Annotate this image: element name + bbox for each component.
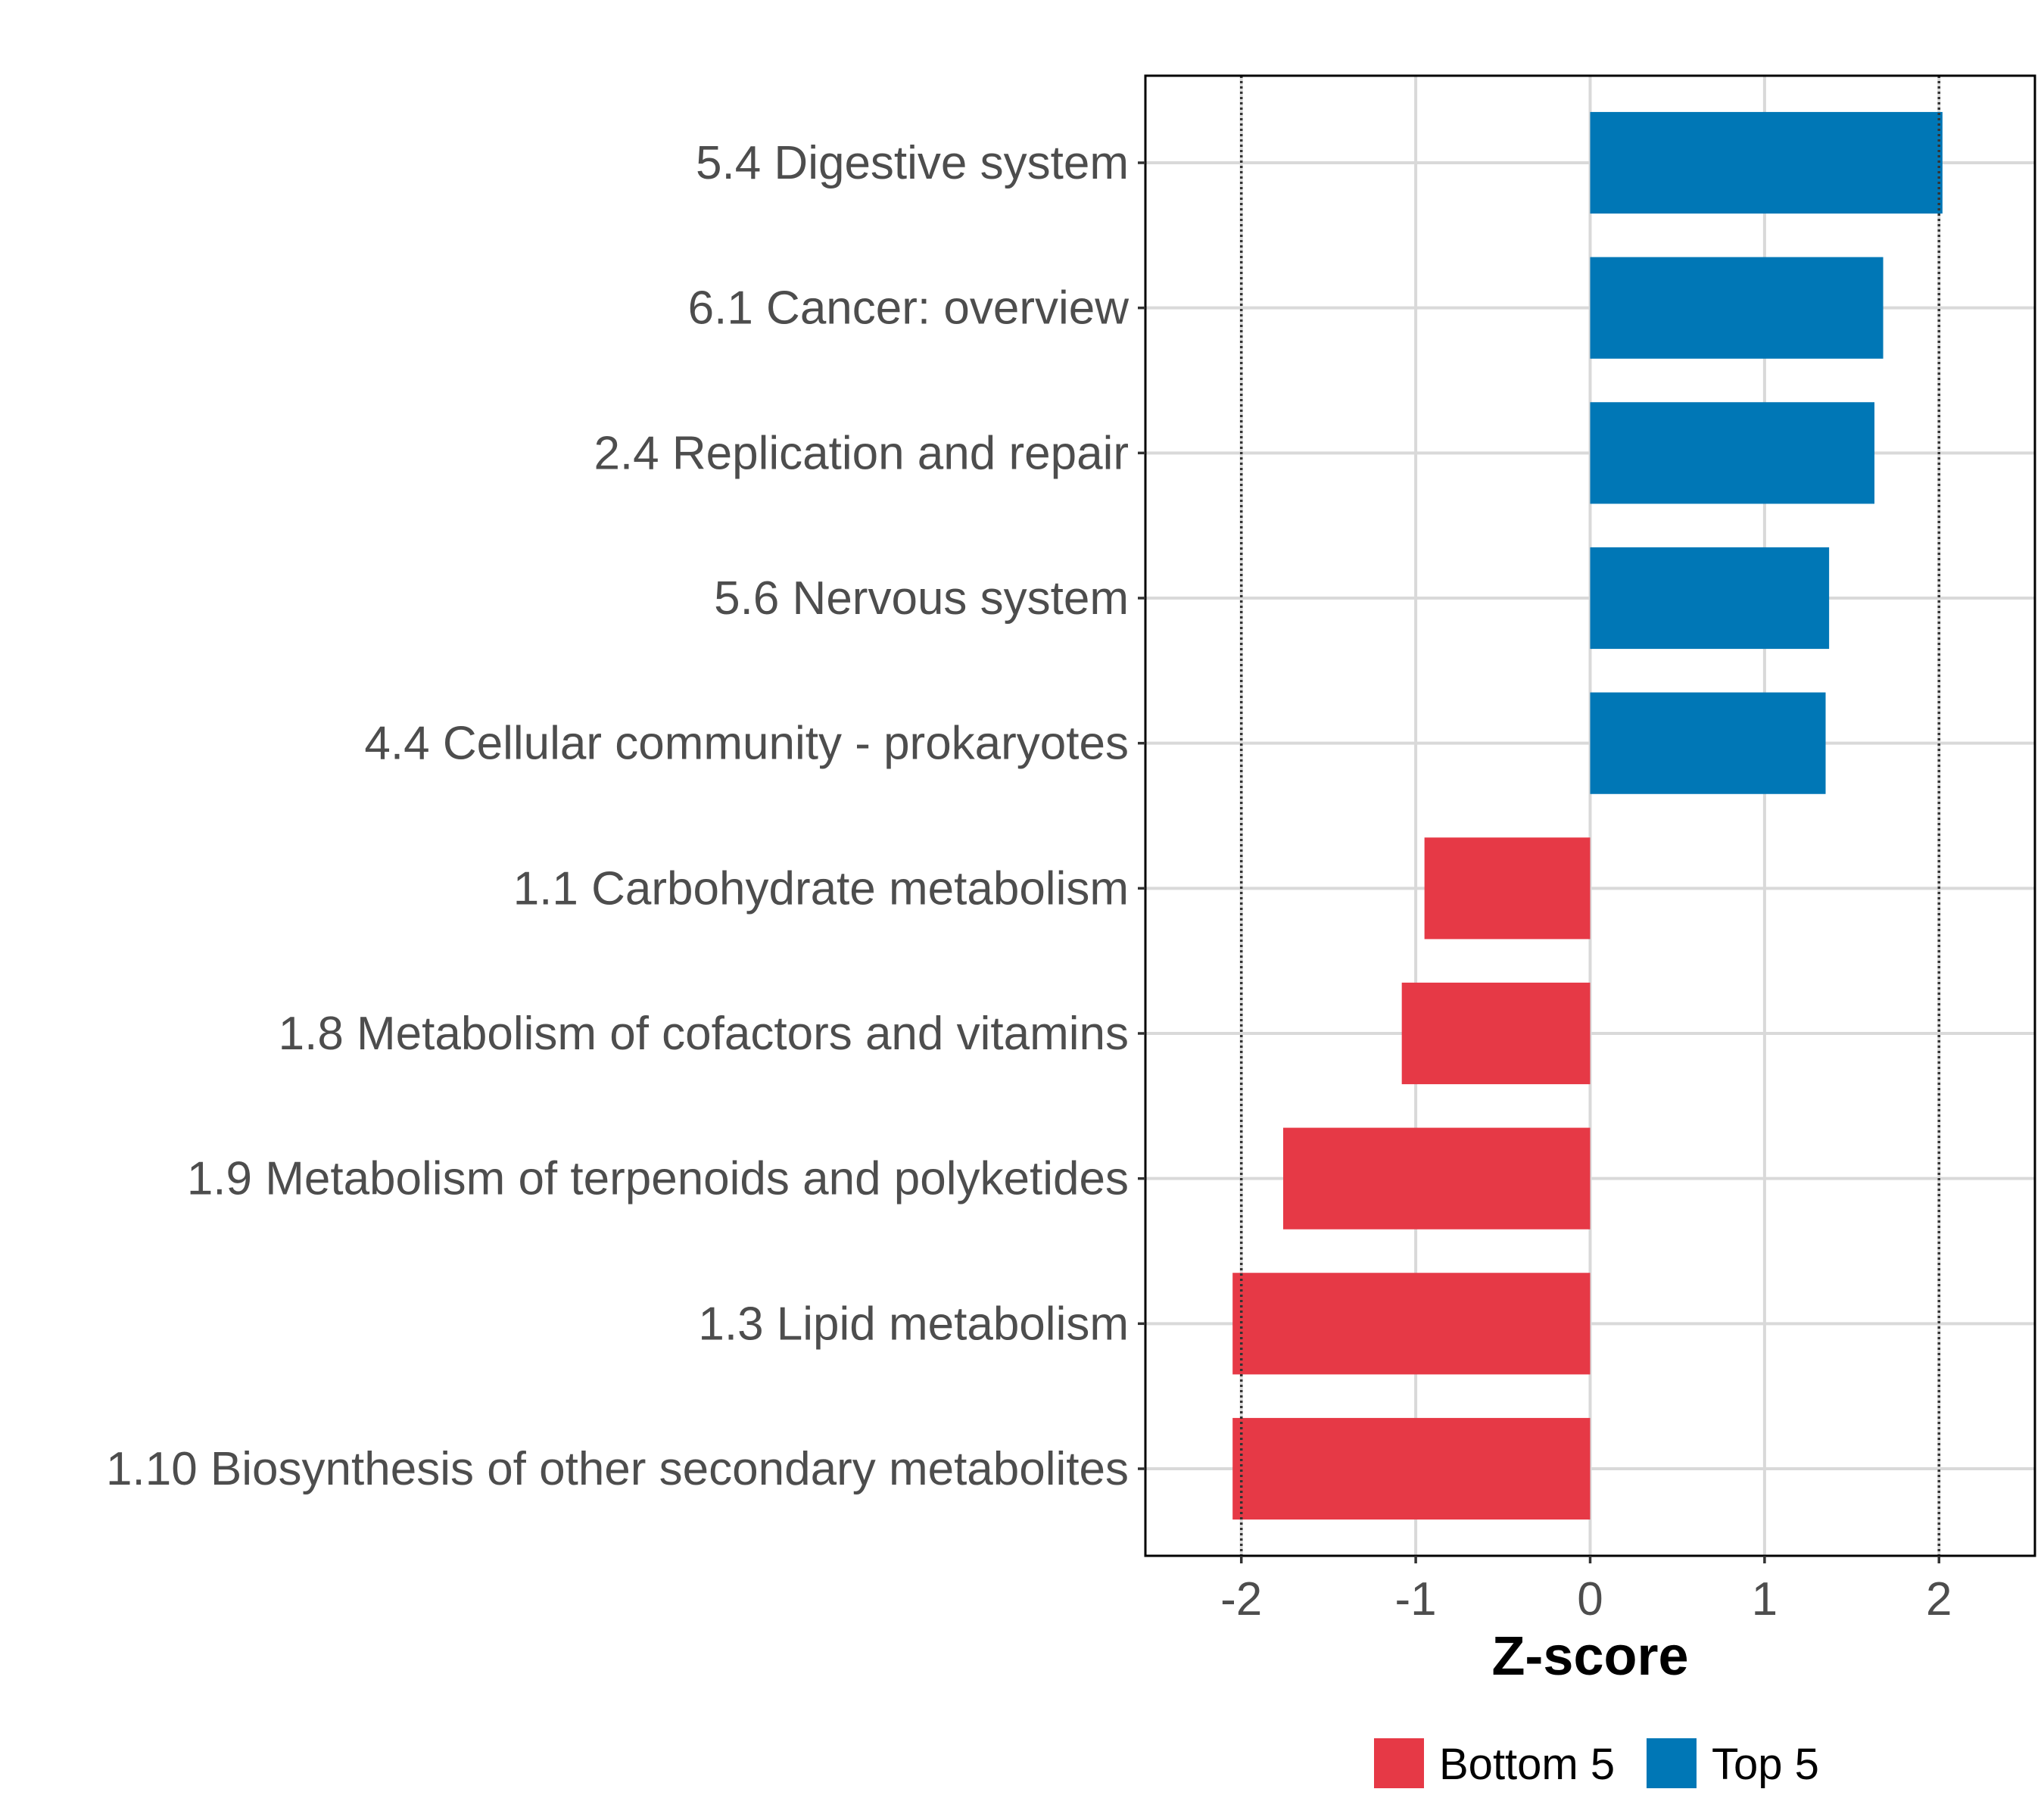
bar-top-0 <box>1590 111 1943 214</box>
x-tick-label: -1 <box>1395 1573 1437 1625</box>
bar-top-2 <box>1590 402 1875 504</box>
x-tick-label: 2 <box>1926 1573 1952 1625</box>
legend-label: Bottom 5 <box>1439 1740 1615 1789</box>
y-tick-label: 1.8 Metabolism of cofactors and vitamins <box>279 1008 1129 1060</box>
bar-top-1 <box>1590 257 1884 359</box>
y-tick-label: 5.4 Digestive system <box>696 137 1129 189</box>
x-tick-label: 0 <box>1577 1573 1603 1625</box>
legend: Bottom 5 Top 5 <box>1374 1738 1819 1789</box>
bar-bottom-8 <box>1232 1273 1591 1375</box>
y-tick-label: 1.3 Lipid metabolism <box>698 1298 1129 1350</box>
legend-key-bottom-5 <box>1374 1738 1424 1788</box>
bar-top-3 <box>1590 547 1830 650</box>
bar-bottom-6 <box>1401 982 1591 1085</box>
bar-bottom-9 <box>1232 1417 1591 1520</box>
y-tick-label: 2.4 Replication and repair <box>594 427 1129 479</box>
x-axis-title: Z-score <box>1491 1626 1688 1687</box>
y-tick-label: 6.1 Cancer: overview <box>688 282 1129 335</box>
x-axis: -2 -1 0 1 2 <box>1220 1556 1952 1625</box>
bar-top-4 <box>1590 692 1826 794</box>
bars <box>1232 111 1943 1520</box>
y-tick-label: 4.4 Cellular community - prokaryotes <box>364 718 1129 770</box>
legend-label: Top 5 <box>1712 1740 1819 1789</box>
y-tick-label: 5.6 Nervous system <box>714 572 1129 625</box>
y-tick-label: 1.1 Carbohydrate metabolism <box>513 862 1129 915</box>
x-tick-label: -2 <box>1220 1573 1262 1625</box>
bar-bottom-7 <box>1283 1127 1591 1230</box>
y-tick-label: 1.10 Biosynthesis of other secondary met… <box>106 1443 1129 1495</box>
bar-bottom-5 <box>1424 837 1591 940</box>
y-axis: 5.4 Digestive system 6.1 Cancer: overview… <box>106 137 1145 1495</box>
x-tick-label: 1 <box>1752 1573 1778 1625</box>
y-tick-label: 1.9 Metabolism of terpenoids and polyket… <box>187 1153 1129 1205</box>
legend-key-top-5 <box>1647 1738 1697 1788</box>
